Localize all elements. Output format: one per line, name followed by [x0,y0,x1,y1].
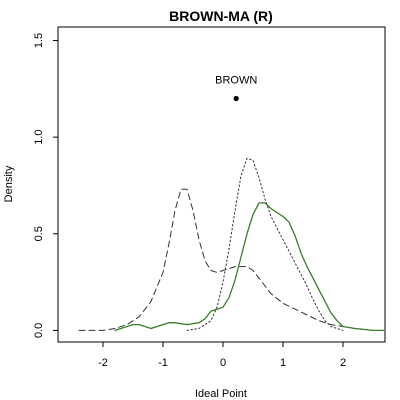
annotation-point [233,95,239,102]
series-dashed-line [78,188,374,331]
y-tick-label: 0.5 [33,226,45,241]
series-dotted-line [186,157,344,331]
y-tick-label: 1.0 [33,130,45,145]
x-tick-label: 1 [280,357,286,369]
y-tick-label: 0.0 [33,323,45,338]
annotation-label: BROWN [215,75,257,87]
y-tick-label: 1.5 [33,33,45,48]
chart-title: BROWN-MA (R) [169,8,273,24]
x-tick-label: 2 [340,357,346,369]
y-axis-label: Density [3,165,15,202]
x-axis-label: Ideal Point [195,388,247,400]
y-axis: 0.0 0.5 1.0 1.5 [33,33,59,338]
x-tick-label: 0 [220,357,226,369]
x-tick-label: -2 [98,357,108,369]
plot-area: BROWN [78,75,386,332]
x-tick-label: -1 [158,357,168,369]
x-axis: -2 -1 0 1 2 [98,341,346,369]
series-solid-line [114,202,386,332]
